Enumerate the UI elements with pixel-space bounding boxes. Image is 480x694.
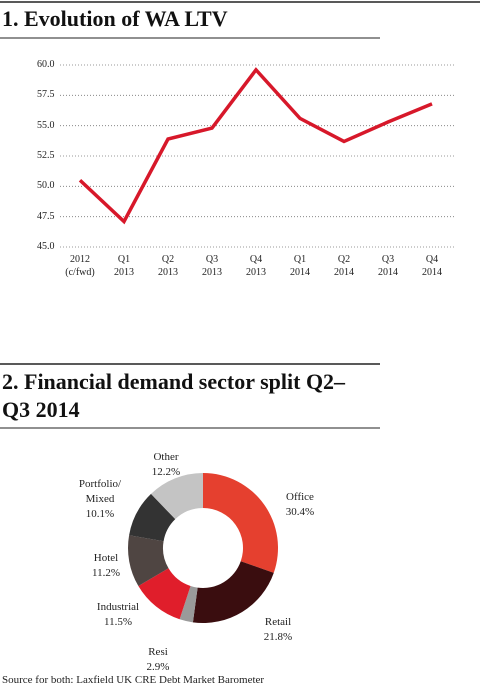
pie-slice: [151, 473, 203, 520]
slice-value-label: 10.1%: [85, 508, 115, 520]
pie-slice: [127, 535, 169, 587]
y-tick-label: 50.0: [37, 180, 55, 192]
pie-slice: [203, 473, 278, 573]
line-series: [78, 67, 433, 225]
slice-value-label: 12.2%: [151, 466, 181, 478]
slice-label: Retail: [264, 616, 292, 628]
slice-label: Hotel: [93, 552, 119, 564]
x-tick-label: Q4 2014: [422, 253, 442, 279]
pie-slice: [129, 493, 176, 542]
pie-slice: [179, 586, 198, 623]
y-tick-label: 52.5: [37, 150, 55, 161]
x-tick-label: Q2 2013: [158, 253, 178, 279]
slice-value-label: 2.9%: [146, 661, 170, 673]
y-tick-label: 60.0: [37, 59, 55, 70]
slice-label: Office: [286, 491, 314, 503]
slice-label: Resi: [148, 646, 168, 658]
slice-label: Portfolio/ Mixed: [78, 478, 122, 505]
source-note: Source for both: Laxfield UK CRE Debt Ma…: [2, 674, 265, 686]
x-tick-label: Q4 2013: [246, 253, 266, 279]
pie-slice: [192, 561, 274, 623]
x-tick-label: Q3 2013: [202, 253, 222, 279]
slice-value-label: 21.8%: [263, 631, 293, 643]
x-tick-label: Q2 2014: [334, 253, 354, 279]
slice-value-label: 11.2%: [91, 567, 120, 579]
y-tick-label: 55.0: [37, 119, 55, 131]
slice-value-label: 11.5%: [103, 616, 132, 628]
x-tick-label: 2012 (c/fwd): [65, 253, 95, 279]
x-tick-label: Q3 2014: [378, 253, 398, 279]
slice-label: Industrial: [96, 601, 140, 613]
y-tick-label: 45.0: [37, 241, 55, 252]
x-tick-label: Q1 2014: [290, 253, 310, 279]
slice-value-label: 30.4%: [285, 506, 315, 518]
pie-slice: [138, 568, 191, 620]
chart-title: 1. Evolution of WA LTV: [2, 6, 228, 31]
y-tick-label: 47.5: [37, 210, 55, 222]
x-tick-label: Q1 2013: [114, 253, 134, 279]
chart-title: 2. Financial demand sector split Q2–Q3 2…: [2, 369, 346, 422]
slice-label: Other: [153, 451, 179, 463]
y-tick-label: 57.5: [37, 89, 55, 101]
